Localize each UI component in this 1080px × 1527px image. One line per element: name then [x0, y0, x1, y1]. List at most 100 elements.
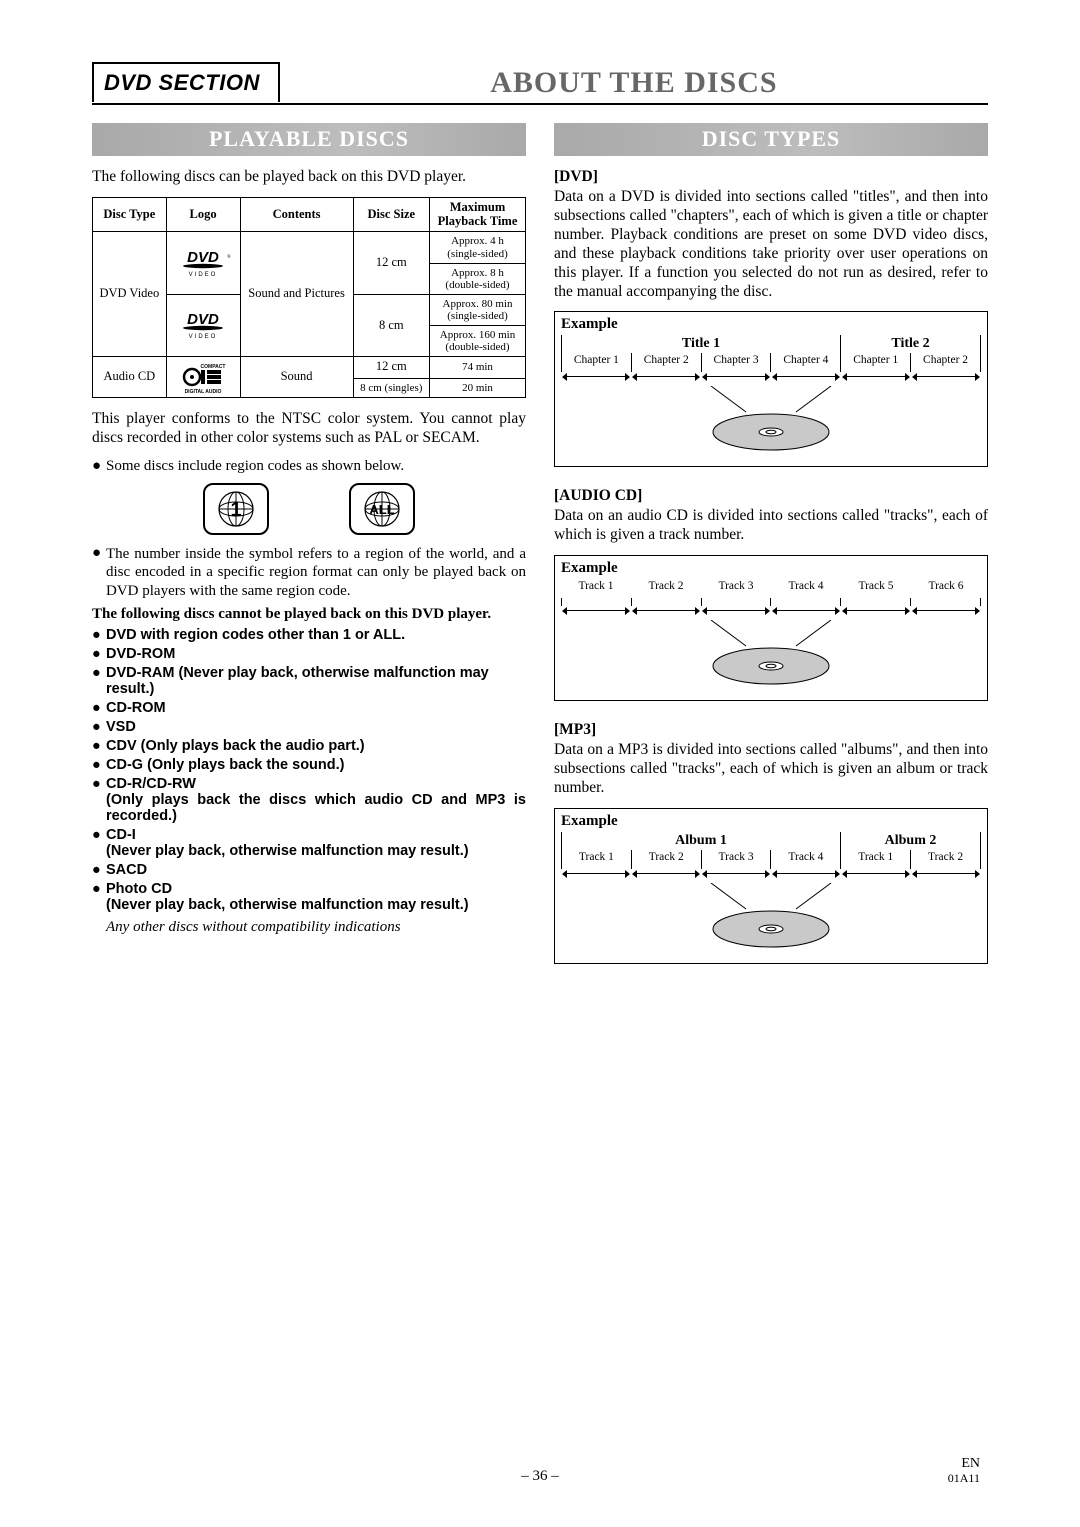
two-column-layout: PLAYABLE DISCS The following discs can b… — [92, 123, 988, 984]
track-cell: Track 1 — [840, 850, 910, 869]
chapter-cell: Chapter 1 — [840, 353, 910, 372]
svg-text:ALL: ALL — [369, 502, 394, 517]
list-item: CD-I(Never play back, otherwise malfunct… — [106, 827, 469, 859]
dvd-video-logo-icon: DVD VIDEO — [173, 310, 233, 340]
chapter-cell: Chapter 2 — [910, 353, 980, 372]
footer-lang: EN — [948, 1456, 980, 1471]
title-cell: Title 1 — [562, 335, 840, 353]
compact-disc-logo-icon: COMPACT DIGITAL AUDIO — [173, 360, 233, 394]
audio-example-box: Example Track 1 Track 2 Track 3 Track 4 … — [554, 555, 988, 701]
mp3-albums-row: Album 1 Album 2 — [561, 832, 981, 850]
chapter-cell: Chapter 2 — [631, 353, 701, 372]
chapter-cell: Chapter 3 — [701, 353, 771, 372]
dvd-logo-cell-1: DVD VIDEO ® — [166, 232, 240, 294]
footer-code: 01A11 — [948, 1472, 980, 1485]
footer-right: EN 01A11 — [948, 1456, 980, 1485]
cell-size-cd12: 12 cm — [353, 357, 429, 378]
bullet-icon: ● — [92, 545, 106, 600]
svg-text:DVD: DVD — [187, 311, 219, 328]
dvd-video-logo-icon: DVD VIDEO ® — [173, 248, 233, 278]
svg-text:1: 1 — [230, 499, 241, 521]
th-disc-size: Disc Size — [353, 197, 429, 232]
cannot-play-list: ●DVD with region codes other than 1 or A… — [92, 627, 526, 936]
example-label: Example — [561, 316, 981, 333]
dvd-arrows-row — [561, 372, 981, 382]
region-bullet-text: Some discs include region codes as shown… — [106, 458, 404, 475]
cd-logo-cell: COMPACT DIGITAL AUDIO — [166, 357, 240, 398]
region-code-all-icon: ALL — [349, 483, 415, 535]
track-cell: Track 2 — [631, 850, 701, 869]
cell-size-8: 8 cm — [353, 294, 429, 356]
example-label: Example — [561, 813, 981, 830]
cell-time-4: Approx. 160 min (double-sided) — [430, 325, 526, 356]
track-cell: Track 4 — [770, 850, 840, 869]
title-cell: Title 2 — [840, 335, 980, 353]
dvd-titles-row: Title 1 Title 2 — [561, 335, 981, 353]
ntsc-note: This player conforms to the NTSC color s… — [92, 410, 526, 448]
th-max-time: Maximum Playback Time — [430, 197, 526, 232]
th-contents: Contents — [240, 197, 353, 232]
mp3-example-box: Example Album 1 Album 2 Track 1 Track 2 … — [554, 808, 988, 964]
svg-text:COMPACT: COMPACT — [201, 364, 226, 370]
page-number: – 36 – — [0, 1468, 1080, 1485]
disc-table: Disc Type Logo Contents Disc Size Maximu… — [92, 197, 526, 398]
dvd-example-box: Example Title 1 Title 2 Chapter 1 Chapte… — [554, 311, 988, 467]
list-item: VSD — [106, 719, 136, 735]
bullet-icon: ● — [92, 458, 106, 475]
playable-discs-heading: PLAYABLE DISCS — [92, 123, 526, 156]
table-header-row: Disc Type Logo Contents Disc Size Maximu… — [93, 197, 526, 232]
audio-ticks — [561, 598, 981, 606]
cell-time-3: Approx. 80 min (single-sided) — [430, 294, 526, 325]
track-cell: Track 3 — [701, 579, 771, 598]
svg-text:DIGITAL AUDIO: DIGITAL AUDIO — [185, 389, 222, 394]
track-cell: Track 5 — [841, 579, 911, 598]
track-cell: Track 2 — [910, 850, 980, 869]
track-cell: Track 6 — [911, 579, 981, 598]
dvd-chapters-row: Chapter 1 Chapter 2 Chapter 3 Chapter 4 … — [561, 353, 981, 372]
dvd-bracket-head: [DVD] — [554, 168, 988, 186]
cell-time-5: 74 min — [430, 357, 526, 378]
disc-illustration — [561, 386, 981, 456]
dvd-logo-cell-2: DVD VIDEO — [166, 294, 240, 356]
cell-dvd-contents: Sound and Pictures — [240, 232, 353, 357]
section-tag: DVD SECTION — [92, 62, 280, 102]
list-item: DVD-RAM (Never play back, otherwise malf… — [106, 665, 526, 697]
svg-text:DVD: DVD — [187, 249, 219, 266]
example-label: Example — [561, 560, 981, 577]
list-item: SACD — [106, 862, 147, 878]
cell-time-1: Approx. 4 h (single-sided) — [430, 232, 526, 263]
list-item: DVD-ROM — [106, 646, 175, 662]
mp3-description: Data on a MP3 is divided into sections c… — [554, 741, 988, 798]
list-item: CD-G (Only plays back the sound.) — [106, 757, 344, 773]
svg-text:VIDEO: VIDEO — [189, 272, 218, 278]
right-column: DISC TYPES [DVD] Data on a DVD is divide… — [554, 123, 988, 984]
cell-size-12: 12 cm — [353, 232, 429, 294]
list-item: CD-R/CD-RW(Only plays back the discs whi… — [106, 776, 526, 824]
region-note-text: The number inside the symbol refers to a… — [106, 545, 526, 600]
audio-bracket-head: [AUDIO CD] — [554, 487, 988, 505]
playable-intro: The following discs can be played back o… — [92, 168, 526, 187]
left-column: PLAYABLE DISCS The following discs can b… — [92, 123, 526, 984]
disc-illustration — [561, 620, 981, 690]
cell-dvd-type: DVD Video — [93, 232, 167, 357]
audio-description: Data on an audio CD is divided into sect… — [554, 507, 988, 545]
dvd-description: Data on a DVD is divided into sections c… — [554, 188, 988, 301]
audio-tracks-row: Track 1 Track 2 Track 3 Track 4 Track 5 … — [561, 579, 981, 598]
th-disc-type: Disc Type — [93, 197, 167, 232]
cell-cd-contents: Sound — [240, 357, 353, 398]
disc-types-heading: DISC TYPES — [554, 123, 988, 156]
album-cell: Album 2 — [840, 832, 980, 850]
cell-cd-type: Audio CD — [93, 357, 167, 398]
chapter-cell: Chapter 1 — [562, 353, 631, 372]
region-bullet-row: ● Some discs include region codes as sho… — [92, 458, 526, 475]
cell-time-6: 20 min — [430, 378, 526, 398]
cell-time-2: Approx. 8 h (double-sided) — [430, 263, 526, 294]
svg-text:®: ® — [227, 254, 231, 260]
region-icons-row: 1 ALL — [92, 483, 526, 535]
mp3-arrows-row — [561, 869, 981, 879]
section-header: DVD SECTION ABOUT THE DISCS — [92, 62, 988, 105]
svg-text:VIDEO: VIDEO — [189, 334, 218, 340]
list-item: Photo CD(Never play back, otherwise malf… — [106, 881, 469, 913]
audio-arrows-row — [561, 606, 981, 616]
list-item: CD-ROM — [106, 700, 166, 716]
